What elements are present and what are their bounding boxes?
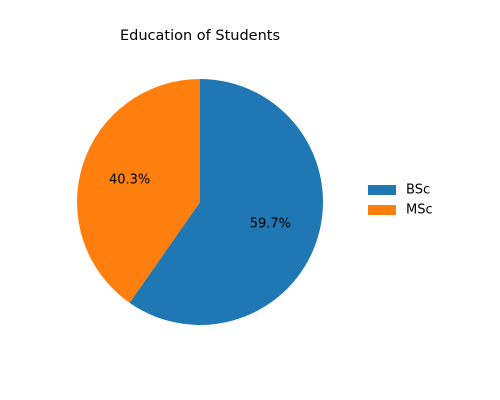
- pie-percent-label-msc: 40.3%: [109, 172, 150, 187]
- pie-slice-msc: [77, 79, 200, 303]
- pie-percent-labels: 59.7% 40.3%: [109, 172, 291, 231]
- chart-title: Education of Students: [120, 28, 280, 44]
- pie-percent-label-bsc: 59.7%: [250, 217, 291, 232]
- legend-swatch-bsc: [368, 185, 396, 195]
- legend-swatch-msc: [368, 205, 396, 215]
- legend-label-msc: MSc: [406, 203, 433, 218]
- legend: BSc MSc: [368, 183, 433, 218]
- pie-slices: [77, 79, 324, 325]
- pie-slice-bsc: [129, 79, 324, 325]
- legend-label-bsc: BSc: [406, 183, 430, 198]
